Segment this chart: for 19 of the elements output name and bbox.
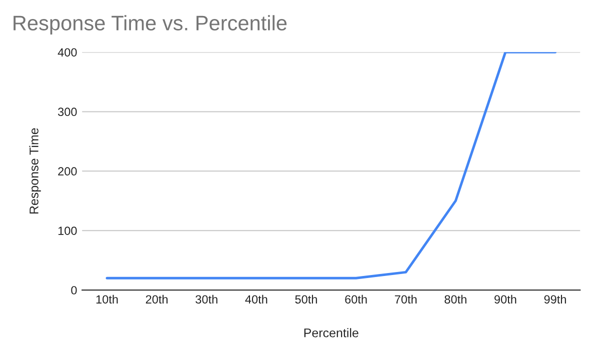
y-tick-label: 100	[58, 226, 77, 235]
x-tick-label: 30th	[196, 294, 218, 304]
x-tick-label: 80th	[444, 294, 466, 304]
y-tick-label: 300	[58, 108, 77, 116]
x-tick-label: 60th	[345, 294, 367, 304]
x-tick-label: 40th	[245, 294, 268, 304]
y-tick-label: 0	[71, 286, 77, 294]
x-tick-label: 99th	[544, 294, 566, 304]
y-axis-title: Response Time	[29, 128, 41, 214]
x-tick-label: 70th	[394, 294, 417, 304]
x-tick-label: 10th	[96, 294, 118, 304]
x-axis-title: Percentile	[304, 328, 358, 338]
x-tick-label: 50th	[295, 294, 317, 304]
x-tick-label: 20th	[146, 294, 168, 304]
x-tick-label: 90th	[494, 294, 516, 304]
chart-title: Response Time vs. Percentile	[14, 15, 287, 35]
y-tick-label: 200	[58, 167, 77, 176]
y-tick-label: 400	[58, 48, 77, 57]
line-series	[106, 52, 556, 280]
